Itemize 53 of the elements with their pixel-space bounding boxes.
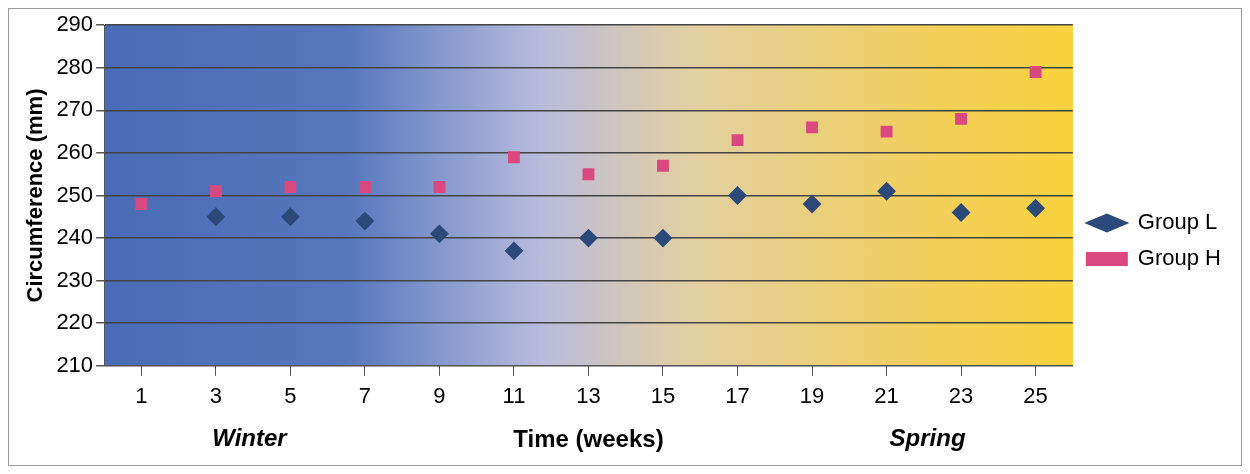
point (430, 224, 449, 243)
x-tick-label: 13 (576, 383, 601, 409)
point (657, 159, 669, 172)
y-tick-label: 280 (56, 53, 94, 79)
point (209, 185, 222, 198)
text: Winter (212, 423, 289, 451)
legend-label: Group L (1137, 209, 1218, 235)
point (803, 195, 822, 214)
point (1029, 66, 1042, 78)
point (206, 207, 225, 226)
x-tick-label: 9 (433, 383, 446, 409)
point (281, 207, 300, 226)
point (504, 241, 523, 260)
point (579, 229, 598, 248)
x-tick-label: 15 (650, 383, 676, 409)
y-tick-label: 240 (56, 224, 94, 250)
x-tick-label: 7 (358, 383, 372, 409)
y-tick-label: 290 (56, 11, 94, 37)
x-tick-label: 21 (874, 383, 899, 409)
point (1026, 199, 1045, 218)
point (806, 121, 818, 134)
y-tick-label: 260 (56, 138, 94, 164)
x-tick-label: 5 (284, 383, 297, 409)
x-tick-label: 17 (725, 383, 750, 409)
y-axis-title: Circumference (mm) (22, 88, 48, 303)
point (358, 181, 371, 193)
y-tick-label: 270 (56, 96, 94, 122)
point (355, 212, 374, 231)
text: Spring (889, 423, 966, 451)
y-tick-label: 250 (56, 181, 94, 207)
x-tick-label: 25 (1023, 383, 1048, 409)
point (582, 168, 595, 181)
x-tick-label: 11 (502, 383, 526, 409)
y-tick-label: 230 (56, 266, 94, 292)
point (135, 198, 148, 210)
x-axis-title: Time (weeks) (513, 425, 664, 453)
point (728, 186, 747, 205)
point (955, 112, 968, 125)
y-tick-label: 220 (56, 309, 94, 335)
point (731, 134, 744, 147)
point (877, 182, 896, 201)
x-tick-label: 19 (799, 383, 825, 409)
point (284, 181, 297, 193)
point (654, 229, 672, 248)
x-tick-label: 3 (209, 383, 223, 409)
point (508, 151, 520, 164)
point (880, 125, 893, 138)
point (433, 181, 446, 193)
legend-label: Group H (1137, 245, 1222, 271)
point (952, 203, 971, 222)
y-tick-label: 210 (56, 351, 94, 377)
x-tick-label: 1 (135, 383, 148, 409)
x-tick-label: 23 (948, 383, 974, 409)
